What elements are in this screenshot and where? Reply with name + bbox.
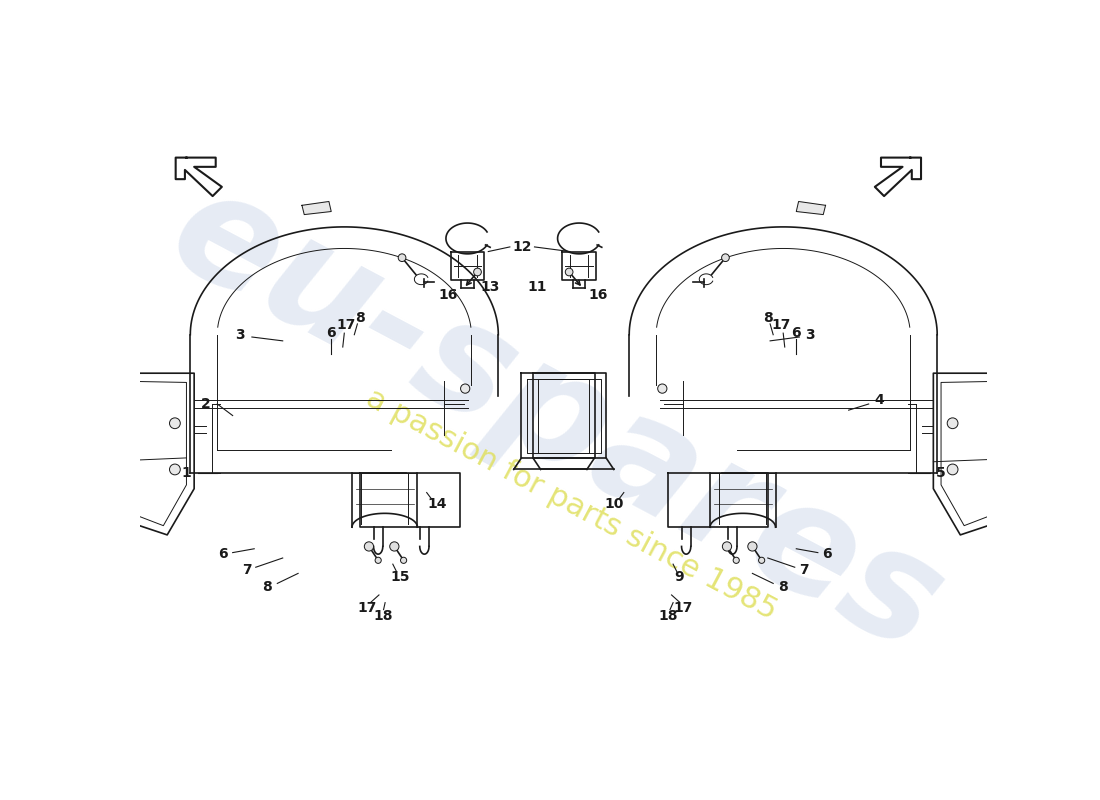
Text: 12: 12 xyxy=(513,240,532,254)
Polygon shape xyxy=(301,202,331,214)
Text: eu-spares: eu-spares xyxy=(146,154,966,685)
Circle shape xyxy=(375,558,382,563)
Circle shape xyxy=(658,384,667,394)
Text: 15: 15 xyxy=(390,570,410,584)
Text: 6: 6 xyxy=(219,547,228,561)
Circle shape xyxy=(398,254,406,262)
Circle shape xyxy=(364,542,374,551)
Circle shape xyxy=(169,464,180,475)
Circle shape xyxy=(389,542,399,551)
Circle shape xyxy=(947,464,958,475)
Text: 6: 6 xyxy=(792,326,801,340)
Text: 11: 11 xyxy=(527,280,547,294)
Circle shape xyxy=(722,254,729,262)
Circle shape xyxy=(723,542,732,551)
Circle shape xyxy=(169,418,180,429)
Text: 1: 1 xyxy=(182,466,191,480)
Text: 17: 17 xyxy=(337,318,356,333)
Text: 13: 13 xyxy=(481,280,500,294)
Text: 8: 8 xyxy=(263,580,272,594)
Circle shape xyxy=(461,384,470,394)
Text: 9: 9 xyxy=(674,570,684,584)
Circle shape xyxy=(400,558,407,563)
Text: 3: 3 xyxy=(235,328,245,342)
Polygon shape xyxy=(796,202,825,214)
Circle shape xyxy=(733,558,739,563)
Text: 17: 17 xyxy=(771,318,791,333)
Text: 16: 16 xyxy=(439,288,458,302)
Text: 5: 5 xyxy=(936,466,946,480)
Text: 8: 8 xyxy=(763,310,772,325)
Text: 6: 6 xyxy=(823,547,832,561)
Text: 16: 16 xyxy=(588,288,608,302)
Text: 14: 14 xyxy=(427,497,447,511)
Text: 3: 3 xyxy=(805,328,815,342)
Text: 7: 7 xyxy=(800,562,808,577)
Text: 7: 7 xyxy=(242,562,251,577)
Circle shape xyxy=(759,558,764,563)
Text: a passion for parts since 1985: a passion for parts since 1985 xyxy=(361,383,782,625)
Text: 10: 10 xyxy=(604,497,624,511)
Circle shape xyxy=(748,542,757,551)
Text: 17: 17 xyxy=(673,601,693,615)
Circle shape xyxy=(474,268,482,276)
Text: 2: 2 xyxy=(201,397,210,411)
Circle shape xyxy=(565,268,573,276)
Text: 17: 17 xyxy=(358,601,377,615)
Text: 18: 18 xyxy=(658,609,678,622)
Text: 8: 8 xyxy=(779,580,788,594)
Text: 18: 18 xyxy=(373,609,393,622)
Text: 8: 8 xyxy=(355,310,364,325)
Text: 6: 6 xyxy=(327,326,336,340)
Text: 4: 4 xyxy=(874,393,884,407)
Circle shape xyxy=(947,418,958,429)
